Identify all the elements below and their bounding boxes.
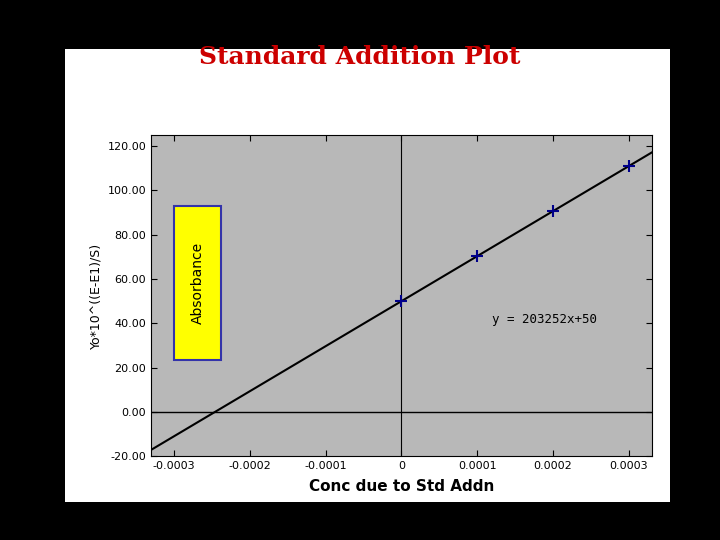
Text: Absorbance: Absorbance: [191, 242, 204, 324]
FancyBboxPatch shape: [174, 206, 221, 360]
Y-axis label: Yo*10^((E-E1)/S): Yo*10^((E-E1)/S): [89, 242, 102, 349]
Text: Standard Addition Plot: Standard Addition Plot: [199, 45, 521, 69]
X-axis label: Conc due to Std Addn: Conc due to Std Addn: [309, 480, 494, 495]
Text: y = 203252x+50: y = 203252x+50: [492, 313, 598, 326]
